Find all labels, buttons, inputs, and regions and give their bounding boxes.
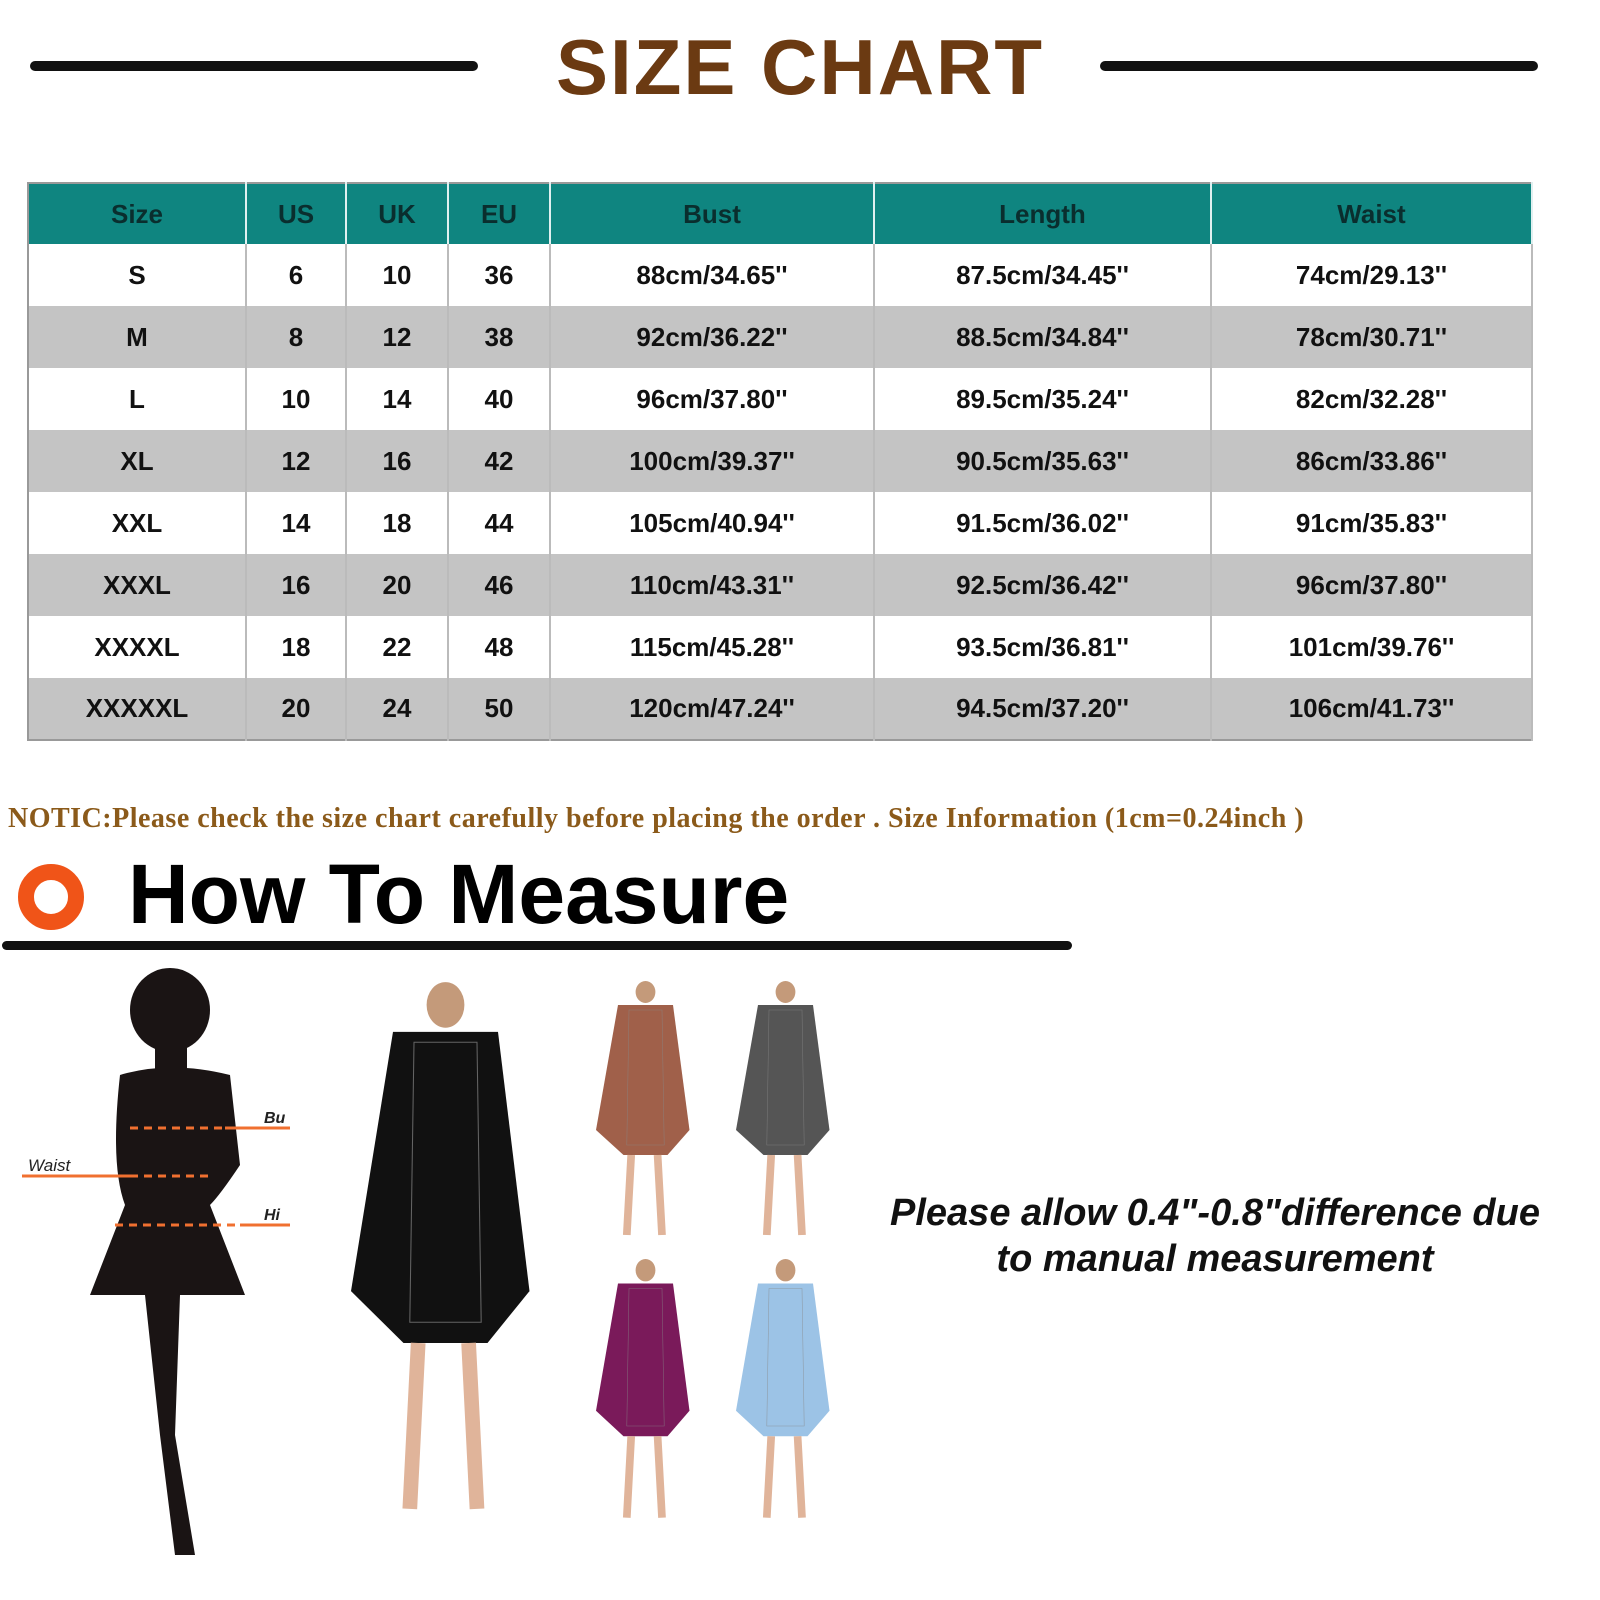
table-cell-waist: 78cm/30.71'' xyxy=(1211,306,1533,368)
dress-photo xyxy=(596,1259,690,1518)
notice-text: NOTIC:Please check the size chart carefu… xyxy=(8,803,1305,834)
table-cell-size: XXL xyxy=(28,492,247,554)
table-cell-length: 89.5cm/35.24'' xyxy=(874,368,1212,430)
column-header-uk: UK xyxy=(346,183,449,244)
table-cell-us: 8 xyxy=(246,306,347,368)
table-cell-eu: 38 xyxy=(448,306,551,368)
table-cell-bust: 120cm/47.24'' xyxy=(550,678,875,740)
table-cell-bust: 110cm/43.31'' xyxy=(550,554,875,616)
table-cell-waist: 74cm/29.13'' xyxy=(1211,244,1533,306)
table-cell-eu: 48 xyxy=(448,616,551,678)
column-header-size: Size xyxy=(28,183,247,244)
table-cell-us: 10 xyxy=(246,368,347,430)
table-cell-length: 90.5cm/35.63'' xyxy=(874,430,1212,492)
table-cell-waist: 86cm/33.86'' xyxy=(1211,430,1533,492)
table-cell-length: 92.5cm/36.42'' xyxy=(874,554,1212,616)
table-cell-size: S xyxy=(28,244,247,306)
table-row: XXL 14 18 44 105cm/40.94'' 91.5cm/36.02'' 91cm… xyxy=(28,492,1533,554)
table-cell-eu: 44 xyxy=(448,492,551,554)
table-cell-eu: 50 xyxy=(448,678,551,740)
table-cell-us: 12 xyxy=(246,430,347,492)
table-cell-waist: 96cm/37.80'' xyxy=(1211,554,1533,616)
table-cell-size: XXXL xyxy=(28,554,247,616)
hip-label: Hi xyxy=(264,1207,281,1224)
table-row: XXXL 16 20 46 110cm/43.31'' 92.5cm/36.42'' 96c… xyxy=(28,554,1533,616)
table-cell-uk: 14 xyxy=(346,368,449,430)
table-row: XXXXXL 20 24 50 120cm/47.24'' 94.5cm/37.20'' 1… xyxy=(28,678,1533,740)
column-header-length: Length xyxy=(874,183,1212,244)
dress-photo xyxy=(351,982,530,1510)
table-cell-us: 6 xyxy=(246,244,347,306)
table-cell-size: XXXXXL xyxy=(28,678,247,740)
table-cell-us: 16 xyxy=(246,554,347,616)
table-cell-uk: 12 xyxy=(346,306,449,368)
table-cell-size: M xyxy=(28,306,247,368)
section-title: How To Measure xyxy=(128,847,790,941)
dress-photo xyxy=(736,1259,830,1518)
column-header-eu: EU xyxy=(448,183,551,244)
column-header-bust: Bust xyxy=(550,183,875,244)
table-cell-length: 93.5cm/36.81'' xyxy=(874,616,1212,678)
table-cell-waist: 101cm/39.76'' xyxy=(1211,616,1533,678)
dress-photo xyxy=(736,981,830,1236)
table-cell-uk: 10 xyxy=(346,244,449,306)
table-row: M 8 12 38 92cm/36.22'' 88.5cm/34.84'' 78cm/30.… xyxy=(28,306,1533,368)
table-cell-us: 18 xyxy=(246,616,347,678)
table-cell-length: 88.5cm/34.84'' xyxy=(874,306,1212,368)
table-cell-waist: 106cm/41.73'' xyxy=(1211,678,1533,740)
body-silhouette-diagram: Bu Waist Hi xyxy=(22,968,290,1555)
measurement-note-line1: Please allow 0.4"-0.8"difference due xyxy=(890,1192,1540,1234)
table-row: XL 12 16 42 100cm/39.37'' 90.5cm/35.63'' 86cm/… xyxy=(28,430,1533,492)
column-header-us: US xyxy=(246,183,347,244)
dress-photo xyxy=(596,981,690,1236)
table-cell-us: 14 xyxy=(246,492,347,554)
table-row: L 10 14 40 96cm/37.80'' 89.5cm/35.24'' 82cm/32… xyxy=(28,368,1533,430)
table-cell-bust: 92cm/36.22'' xyxy=(550,306,875,368)
table-cell-size: XL xyxy=(28,430,247,492)
table-cell-uk: 20 xyxy=(346,554,449,616)
bust-label: Bu xyxy=(264,1110,286,1127)
title-rule-left xyxy=(30,61,478,71)
table-cell-length: 94.5cm/37.20'' xyxy=(874,678,1212,740)
table-cell-bust: 88cm/34.65'' xyxy=(550,244,875,306)
waist-label: Waist xyxy=(28,1156,71,1175)
table-cell-uk: 18 xyxy=(346,492,449,554)
table-cell-eu: 46 xyxy=(448,554,551,616)
size-table: Size US UK EU Bust Length Waist S 6 10 36 88cm/34.… xyxy=(27,182,1533,741)
table-cell-bust: 100cm/39.37'' xyxy=(550,430,875,492)
table-cell-waist: 91cm/35.83'' xyxy=(1211,492,1533,554)
table-cell-bust: 115cm/45.28'' xyxy=(550,616,875,678)
measurement-note: Please allow 0.4"-0.8"difference due to … xyxy=(860,1190,1570,1282)
table-header-row: Size US UK EU Bust Length Waist xyxy=(28,183,1533,244)
table-cell-waist: 82cm/32.28'' xyxy=(1211,368,1533,430)
ring-icon xyxy=(18,864,84,930)
table-cell-eu: 42 xyxy=(448,430,551,492)
table-cell-bust: 96cm/37.80'' xyxy=(550,368,875,430)
table-cell-uk: 22 xyxy=(346,616,449,678)
table-cell-uk: 16 xyxy=(346,430,449,492)
table-cell-size: XXXXL xyxy=(28,616,247,678)
table-cell-length: 91.5cm/36.02'' xyxy=(874,492,1212,554)
table-cell-size: L xyxy=(28,368,247,430)
measurement-note-line2: to manual measurement xyxy=(996,1238,1434,1280)
column-header-waist: Waist xyxy=(1211,183,1533,244)
table-cell-length: 87.5cm/34.45'' xyxy=(874,244,1212,306)
page-title: SIZE CHART xyxy=(556,23,1044,111)
table-cell-uk: 24 xyxy=(346,678,449,740)
table-row: XXXXL 18 22 48 115cm/45.28'' 93.5cm/36.81'' 10… xyxy=(28,616,1533,678)
table-row: S 6 10 36 88cm/34.65'' 87.5cm/34.45'' 74cm/29.… xyxy=(28,244,1533,306)
section-rule xyxy=(2,941,1072,950)
title-rule-right xyxy=(1100,61,1538,71)
table-cell-bust: 105cm/40.94'' xyxy=(550,492,875,554)
table-cell-us: 20 xyxy=(246,678,347,740)
table-cell-eu: 40 xyxy=(448,368,551,430)
table-cell-eu: 36 xyxy=(448,244,551,306)
